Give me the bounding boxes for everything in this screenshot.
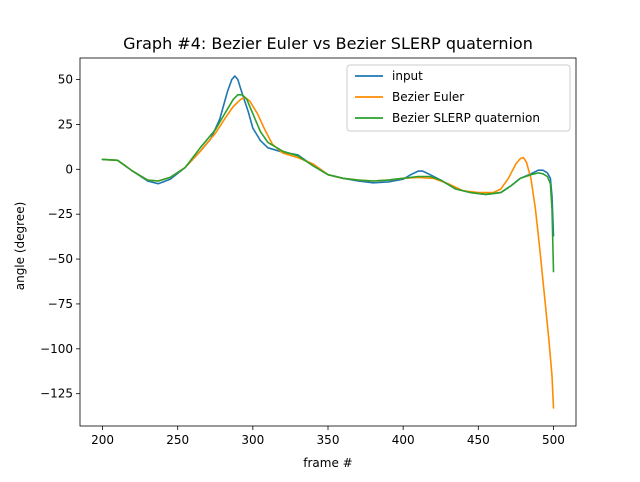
y-tick-label: 25 xyxy=(58,117,73,131)
x-tick-label: 500 xyxy=(542,433,565,447)
x-tick-label: 250 xyxy=(166,433,189,447)
x-tick-label: 450 xyxy=(467,433,490,447)
plot-area: 200 250 300 350 400 450 50050250−25−50−75−100−… xyxy=(40,57,577,447)
legend-box xyxy=(346,64,571,132)
x-axis-label: frame # xyxy=(303,456,352,470)
x-tick-label: 300 xyxy=(241,433,264,447)
x-tick-label: 200 xyxy=(91,433,114,447)
series-line-2 xyxy=(101,94,555,273)
axes-frame xyxy=(79,57,577,427)
y-tick-label: 0 xyxy=(65,162,73,176)
y-tick-label: −125 xyxy=(40,387,73,401)
x-tick-label: 400 xyxy=(392,433,415,447)
chart-title: Graph #4: Bezier Euler vs Bezier SLERP q… xyxy=(123,34,533,53)
y-tick-label: −75 xyxy=(48,297,73,311)
legend-label: Bezier SLERP quaternion xyxy=(392,111,540,125)
y-tick-label: −25 xyxy=(48,207,73,221)
legend-label: Bezier Euler xyxy=(392,90,464,104)
y-tick-label: −50 xyxy=(48,252,73,266)
x-tick-label: 350 xyxy=(317,433,340,447)
y-tick-label: −100 xyxy=(40,342,73,356)
y-tick-label: 50 xyxy=(58,73,73,87)
legend-label: input xyxy=(392,69,423,83)
y-axis-label: angle (degree) xyxy=(13,202,27,291)
